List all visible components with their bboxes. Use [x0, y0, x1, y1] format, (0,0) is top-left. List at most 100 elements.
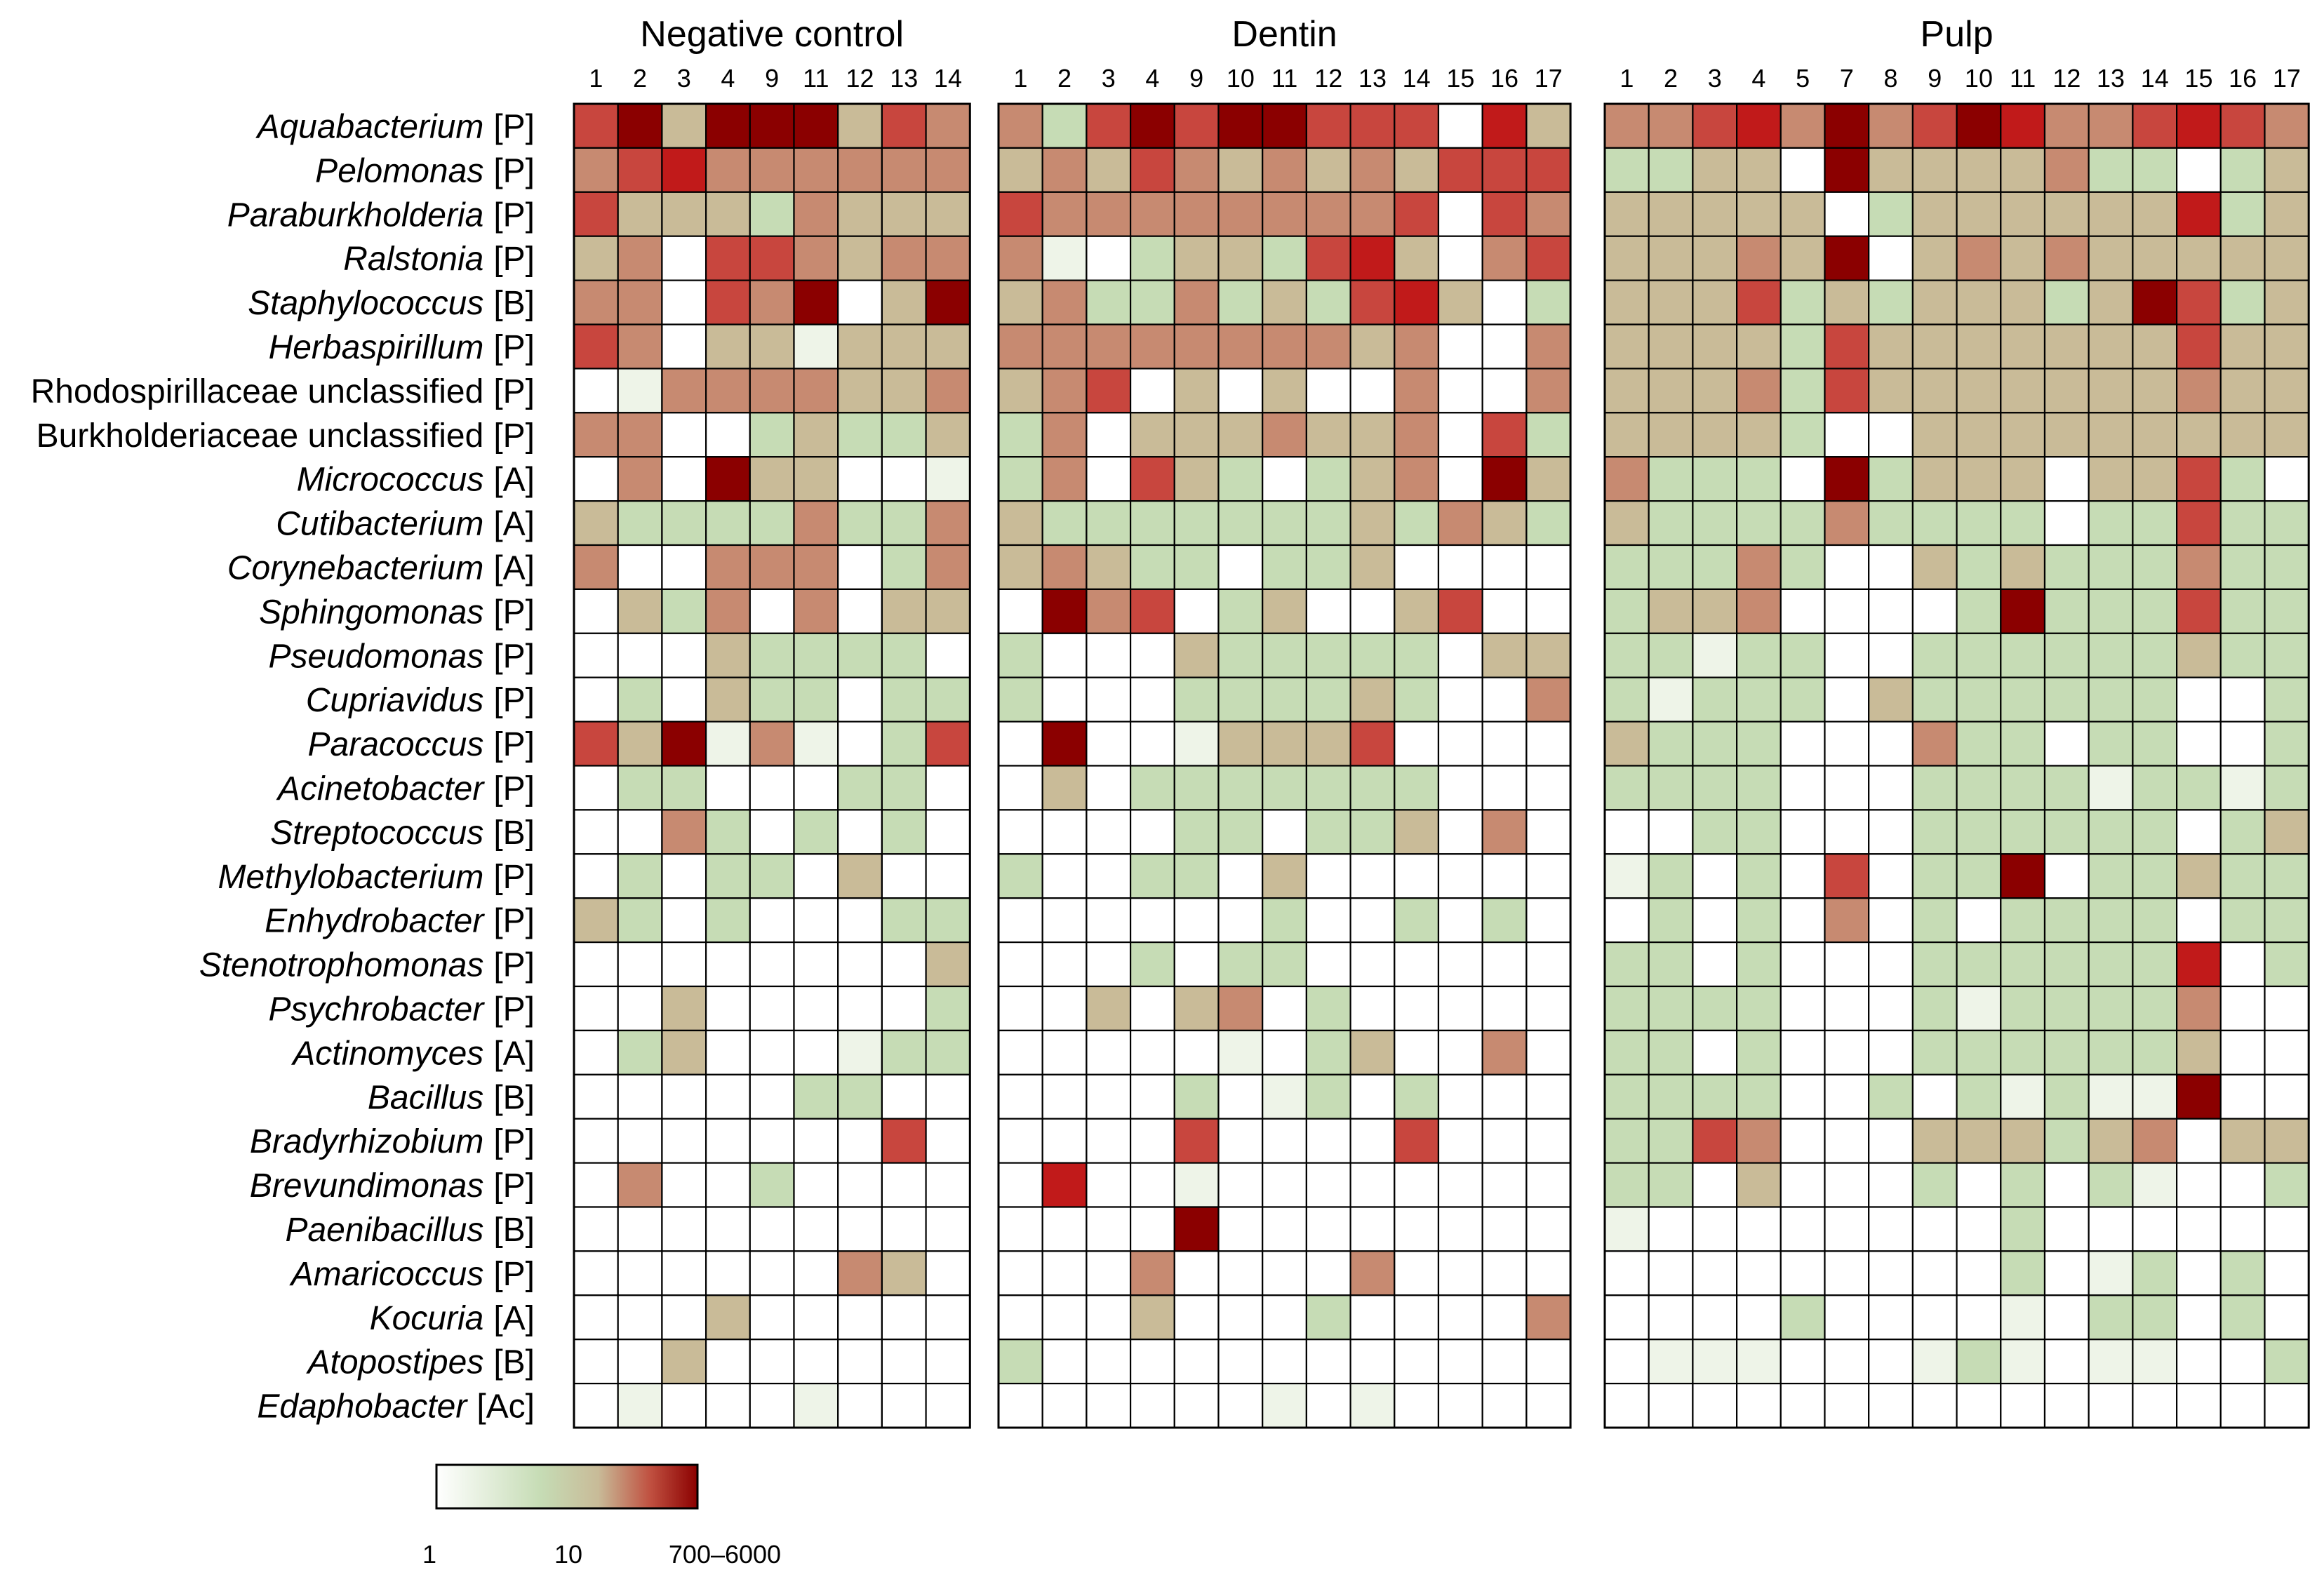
heatmap-cell — [1824, 765, 1870, 811]
heatmap-cell — [1394, 720, 1440, 767]
heatmap-cell — [2264, 1118, 2310, 1164]
heatmap-cell — [617, 676, 663, 723]
heatmap-cell — [2088, 1382, 2134, 1429]
heatmap-cell — [2000, 191, 2046, 237]
heatmap-cell — [704, 1162, 751, 1208]
heatmap-cell — [661, 1029, 707, 1075]
heatmap-cell — [1525, 765, 1572, 811]
heatmap-cell — [2219, 1073, 2266, 1120]
heatmap-cell — [1086, 985, 1132, 1032]
heatmap-cell — [2088, 1339, 2134, 1385]
heatmap-cell — [1173, 412, 1220, 458]
heatmap-cell — [1305, 676, 1351, 723]
heatmap-cell — [1349, 191, 1396, 237]
heatmap-cell — [1824, 809, 1870, 855]
column-tick-label: 12 — [846, 64, 874, 93]
heatmap-cell — [617, 147, 663, 193]
heatmap-cell — [1824, 235, 1870, 281]
heatmap-cell — [1603, 191, 1650, 237]
heatmap-cell — [1217, 544, 1264, 591]
heatmap-cell — [704, 1294, 751, 1341]
heatmap-cell — [997, 1382, 1043, 1429]
heatmap-cell — [1086, 1162, 1132, 1208]
heatmap-cell — [704, 544, 751, 591]
heatmap-cell — [2132, 279, 2178, 326]
heatmap-cell — [837, 323, 883, 370]
heatmap-cell — [1041, 147, 1088, 193]
heatmap-cell — [1692, 1073, 1738, 1120]
heatmap-cell — [1779, 412, 1826, 458]
heatmap-cell — [1525, 676, 1572, 723]
heatmap-cell — [2219, 720, 2266, 767]
heatmap-cell — [2219, 456, 2266, 502]
heatmap-cell — [1692, 1118, 1738, 1164]
heatmap-cell — [1437, 147, 1483, 193]
heatmap-cell — [2219, 1162, 2266, 1208]
heatmap-cell — [881, 1029, 927, 1075]
heatmap-cell — [704, 809, 751, 855]
heatmap-cell — [1736, 1029, 1782, 1075]
heatmap-cell — [2000, 853, 2046, 899]
heatmap-cell — [1648, 632, 1694, 678]
heatmap-cell — [1437, 500, 1483, 547]
heatmap-cell — [1173, 323, 1220, 370]
heatmap-cell — [881, 191, 927, 237]
heatmap-cell — [1041, 544, 1088, 591]
heatmap-cell — [1394, 235, 1440, 281]
heatmap-cell — [1173, 1206, 1220, 1252]
heatmap-cell — [1648, 985, 1694, 1032]
heatmap-cell — [2176, 1073, 2222, 1120]
heatmap-cell — [1217, 1162, 1264, 1208]
heatmap-cell — [1736, 1162, 1782, 1208]
heatmap-cell — [1692, 544, 1738, 591]
heatmap-cell — [1129, 853, 1175, 899]
row-label: Actinomyces [A] — [290, 1035, 535, 1072]
heatmap-cell — [1173, 676, 1220, 723]
heatmap-cell — [1956, 588, 2002, 634]
row-taxon-name: Stenotrophomonas — [199, 947, 484, 984]
heatmap-cell — [617, 1250, 663, 1296]
row-label: Paracoccus [P] — [308, 726, 535, 763]
heatmap-cell — [1305, 1382, 1351, 1429]
heatmap-cell — [1305, 323, 1351, 370]
heatmap-cell — [881, 676, 927, 723]
heatmap-cell — [1349, 1206, 1396, 1252]
heatmap-cell — [1129, 1339, 1175, 1385]
heatmap-cell — [749, 676, 795, 723]
heatmap-cell — [1692, 588, 1738, 634]
heatmap-cell — [793, 1029, 839, 1075]
heatmap-cell — [1692, 1294, 1738, 1341]
heatmap-cell — [837, 1073, 883, 1120]
heatmap-cell — [1394, 1206, 1440, 1252]
heatmap-cell — [1217, 1339, 1264, 1385]
heatmap-cell — [749, 809, 795, 855]
heatmap-cell — [1779, 985, 1826, 1032]
heatmap-cell — [1349, 1250, 1396, 1296]
column-tick-label: 16 — [2229, 64, 2257, 93]
column-tick-label: 17 — [2273, 64, 2301, 93]
heatmap-cell — [1349, 1073, 1396, 1120]
heatmap-cell — [617, 897, 663, 944]
heatmap-cell — [1692, 102, 1738, 149]
heatmap-cell — [1911, 765, 1958, 811]
heatmap-cell — [617, 765, 663, 811]
heatmap-cell — [2264, 323, 2310, 370]
heatmap-cell — [1437, 676, 1483, 723]
heatmap-cell — [2176, 1382, 2222, 1429]
column-tick-label: 8 — [1884, 64, 1898, 93]
heatmap-cell — [2264, 985, 2310, 1032]
heatmap-cell — [997, 588, 1043, 634]
heatmap-cell — [1525, 368, 1572, 414]
heatmap-cell — [1956, 456, 2002, 502]
heatmap-cell — [881, 1073, 927, 1120]
heatmap-cell — [2000, 588, 2046, 634]
heatmap-cell — [661, 765, 707, 811]
heatmap-cell — [1481, 1162, 1528, 1208]
heatmap-cell — [1824, 1206, 1870, 1252]
heatmap-cell — [2043, 102, 2090, 149]
heatmap-cell — [793, 1294, 839, 1341]
column-tick-label: 2 — [1664, 64, 1678, 93]
heatmap-cell — [1868, 588, 1914, 634]
heatmap-cell — [1692, 1339, 1738, 1385]
heatmap-cell — [1868, 1073, 1914, 1120]
